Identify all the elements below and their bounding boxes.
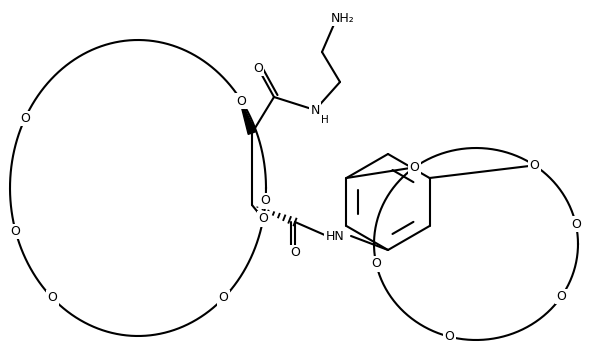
Text: O: O xyxy=(445,330,455,343)
Polygon shape xyxy=(239,97,256,134)
Text: O: O xyxy=(11,225,21,238)
Text: O: O xyxy=(259,212,268,225)
Text: O: O xyxy=(237,94,247,108)
Text: N: N xyxy=(310,103,320,117)
Text: H: H xyxy=(321,115,329,125)
Text: O: O xyxy=(290,246,300,260)
Text: O: O xyxy=(260,194,270,207)
Text: O: O xyxy=(253,62,263,74)
Text: NH₂: NH₂ xyxy=(331,11,355,25)
Text: O: O xyxy=(47,291,58,304)
Text: O: O xyxy=(371,257,381,271)
Text: O: O xyxy=(410,161,420,174)
Text: O: O xyxy=(219,291,228,304)
Text: HN: HN xyxy=(326,229,345,243)
Text: O: O xyxy=(571,218,581,230)
Text: O: O xyxy=(557,290,566,303)
Text: O: O xyxy=(530,159,540,172)
Text: O: O xyxy=(20,112,30,125)
